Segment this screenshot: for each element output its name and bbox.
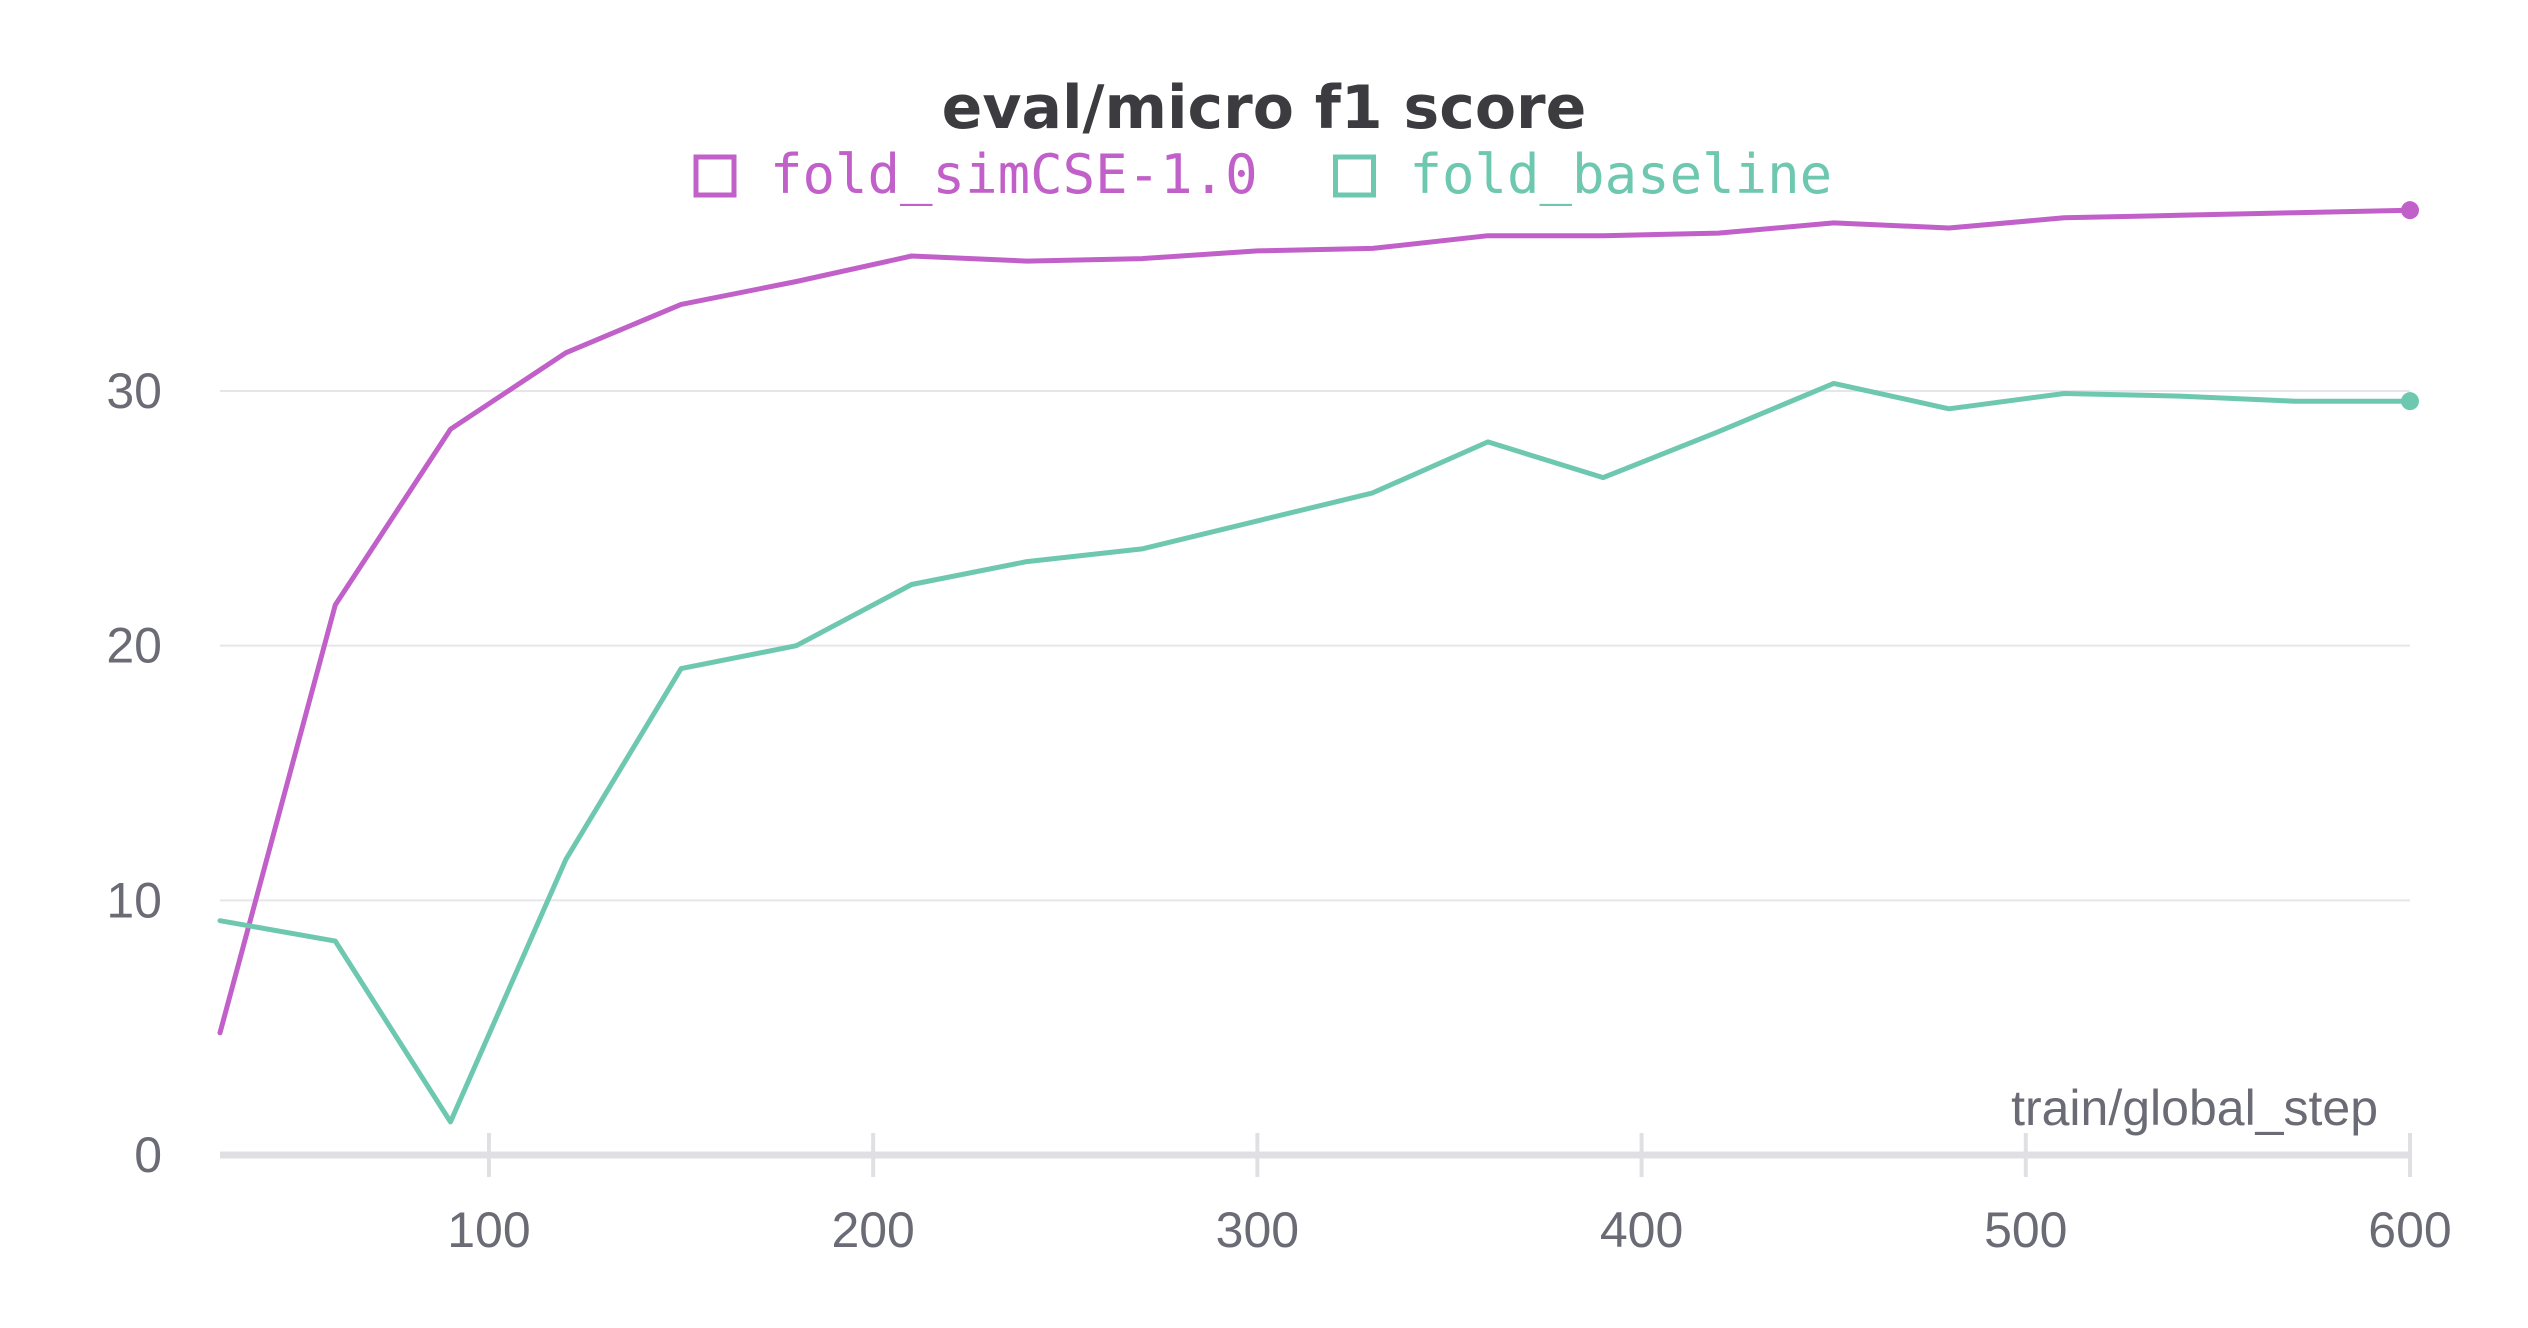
x-axis: 100 200 300 400 500 600 <box>220 1133 2452 1258</box>
legend-label: fold_simCSE-1.0 <box>770 143 1258 206</box>
x-axis-label: train/global_step <box>2011 1080 2378 1136</box>
legend: fold_simCSE-1.0 fold_baseline <box>693 143 1833 206</box>
series-line-1 <box>217 380 2413 1125</box>
y-tick-label: 20 <box>106 618 162 674</box>
y-axis: 0 10 20 30 <box>106 363 162 1183</box>
series-lines <box>217 201 2419 1125</box>
chart-title: eval/micro f1 score <box>942 73 1587 143</box>
series-end-marker <box>2401 201 2419 220</box>
series-line-0 <box>217 207 2413 1036</box>
legend-swatch <box>1333 154 1376 198</box>
x-tick-label: 100 <box>447 1202 530 1258</box>
x-tick-label: 200 <box>831 1202 914 1258</box>
grid-lines <box>220 390 2410 902</box>
series-end-marker <box>2401 392 2419 411</box>
legend-label: fold_baseline <box>1410 143 1833 206</box>
legend-swatch <box>693 154 737 198</box>
x-tick-label: 300 <box>1216 1202 1299 1258</box>
x-tick-label: 400 <box>1600 1202 1683 1258</box>
x-tick-label: 500 <box>1984 1202 2067 1258</box>
y-tick-label: 10 <box>106 872 162 928</box>
y-tick-label: 30 <box>106 363 162 419</box>
x-tick-label: 600 <box>2368 1202 2451 1258</box>
y-tick-label: 0 <box>134 1127 162 1183</box>
